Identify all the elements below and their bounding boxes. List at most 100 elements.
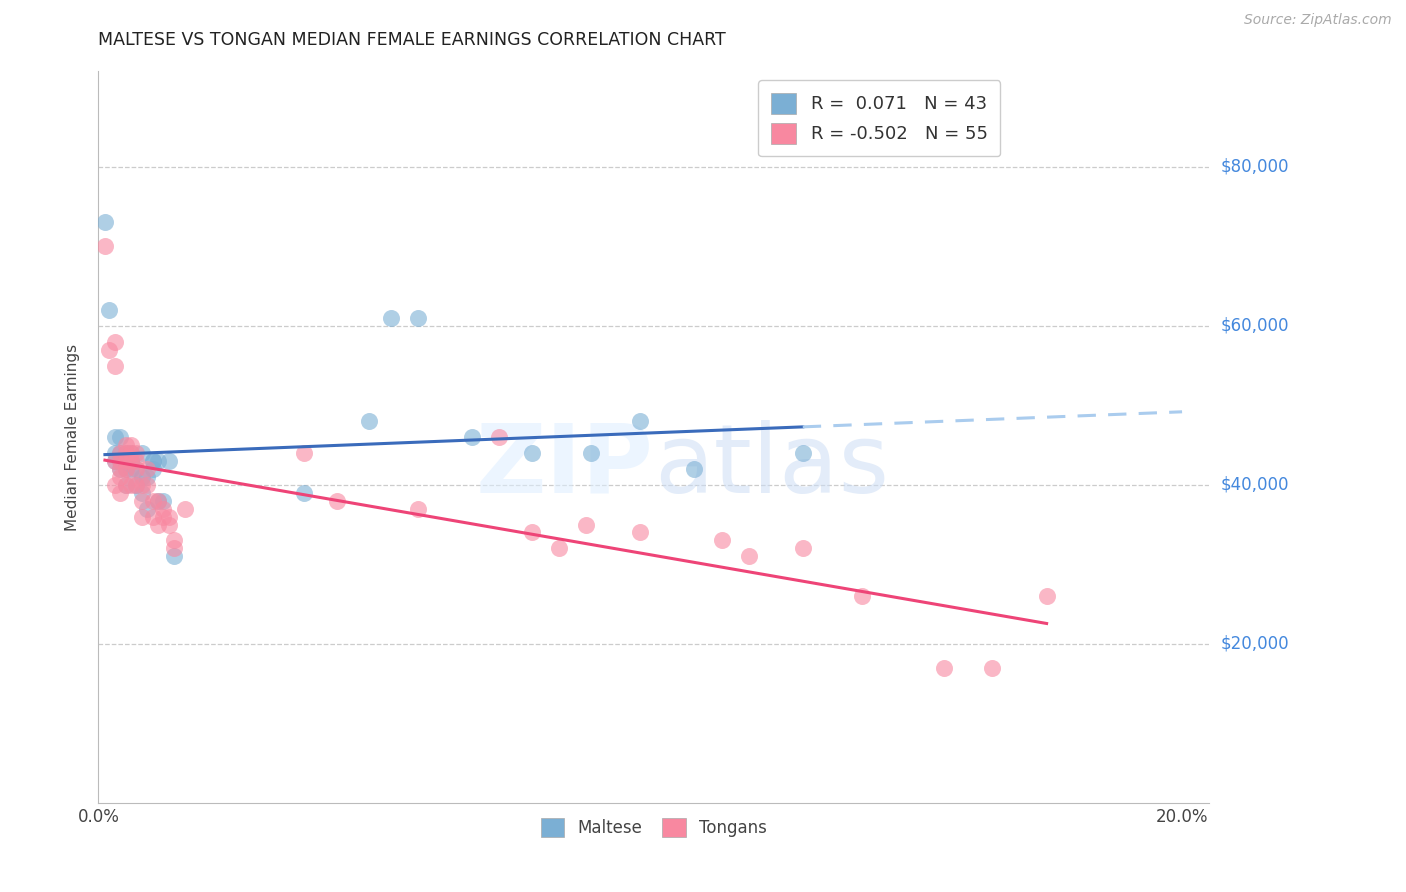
Point xyxy=(125,446,148,460)
Point xyxy=(125,477,148,491)
Point xyxy=(174,501,197,516)
Point xyxy=(104,454,127,468)
Text: $80,000: $80,000 xyxy=(1220,158,1289,176)
Point xyxy=(120,454,142,468)
Point xyxy=(120,462,142,476)
Point xyxy=(120,477,142,491)
Point xyxy=(98,302,121,317)
Point xyxy=(125,454,148,468)
Point xyxy=(108,454,131,468)
Text: $20,000: $20,000 xyxy=(1220,635,1289,653)
Point xyxy=(628,414,651,428)
Point xyxy=(359,414,381,428)
Point xyxy=(157,517,180,532)
Point xyxy=(104,430,127,444)
Point xyxy=(120,454,142,468)
Point xyxy=(1035,589,1057,603)
Point xyxy=(292,485,315,500)
Point xyxy=(114,477,136,491)
Point xyxy=(406,310,429,325)
Point xyxy=(104,359,127,373)
Point xyxy=(120,438,142,452)
Point xyxy=(114,454,136,468)
Point xyxy=(104,477,127,491)
Point xyxy=(136,462,159,476)
Point xyxy=(94,215,117,229)
Point xyxy=(114,477,136,491)
Point xyxy=(683,462,706,476)
Point xyxy=(142,454,165,468)
Point xyxy=(152,493,174,508)
Point xyxy=(146,517,169,532)
Point xyxy=(851,589,873,603)
Point xyxy=(108,485,131,500)
Point xyxy=(163,541,186,556)
Point xyxy=(710,533,733,548)
Point xyxy=(120,454,142,468)
Point xyxy=(94,239,117,253)
Y-axis label: Median Female Earnings: Median Female Earnings xyxy=(65,343,80,531)
Point xyxy=(146,493,169,508)
Point xyxy=(136,477,159,491)
Point xyxy=(125,462,148,476)
Point xyxy=(131,485,153,500)
Point xyxy=(326,493,349,508)
Point xyxy=(108,454,131,468)
Text: atlas: atlas xyxy=(654,420,889,513)
Point xyxy=(146,493,169,508)
Point xyxy=(120,446,142,460)
Point xyxy=(146,454,169,468)
Point xyxy=(114,454,136,468)
Point xyxy=(932,660,955,674)
Point xyxy=(380,310,402,325)
Point xyxy=(108,430,131,444)
Point xyxy=(114,438,136,452)
Point xyxy=(163,549,186,564)
Point xyxy=(98,343,121,357)
Point xyxy=(157,454,180,468)
Point xyxy=(520,446,543,460)
Point xyxy=(131,470,153,484)
Point xyxy=(792,446,814,460)
Point xyxy=(792,541,814,556)
Point xyxy=(163,533,186,548)
Point xyxy=(108,446,131,460)
Point xyxy=(142,509,165,524)
Point xyxy=(114,446,136,460)
Point xyxy=(292,446,315,460)
Point xyxy=(108,446,131,460)
Point xyxy=(136,501,159,516)
Point xyxy=(157,509,180,524)
Text: ZIP: ZIP xyxy=(475,420,654,513)
Point xyxy=(104,446,127,460)
Point xyxy=(131,477,153,491)
Point xyxy=(108,462,131,476)
Point xyxy=(114,462,136,476)
Point xyxy=(575,517,598,532)
Text: Source: ZipAtlas.com: Source: ZipAtlas.com xyxy=(1244,13,1392,28)
Point xyxy=(136,470,159,484)
Point xyxy=(461,430,484,444)
Point xyxy=(548,541,571,556)
Point xyxy=(981,660,1004,674)
Point xyxy=(737,549,759,564)
Point xyxy=(108,470,131,484)
Text: $40,000: $40,000 xyxy=(1220,475,1289,494)
Point xyxy=(520,525,543,540)
Point xyxy=(131,493,153,508)
Point xyxy=(142,462,165,476)
Point xyxy=(581,446,603,460)
Point xyxy=(114,446,136,460)
Point xyxy=(114,454,136,468)
Point xyxy=(108,462,131,476)
Point xyxy=(125,462,148,476)
Point xyxy=(131,446,153,460)
Point xyxy=(104,334,127,349)
Point xyxy=(628,525,651,540)
Point xyxy=(125,477,148,491)
Legend: Maltese, Tongans: Maltese, Tongans xyxy=(533,810,775,846)
Point xyxy=(152,501,174,516)
Point xyxy=(142,493,165,508)
Point xyxy=(114,462,136,476)
Point xyxy=(131,509,153,524)
